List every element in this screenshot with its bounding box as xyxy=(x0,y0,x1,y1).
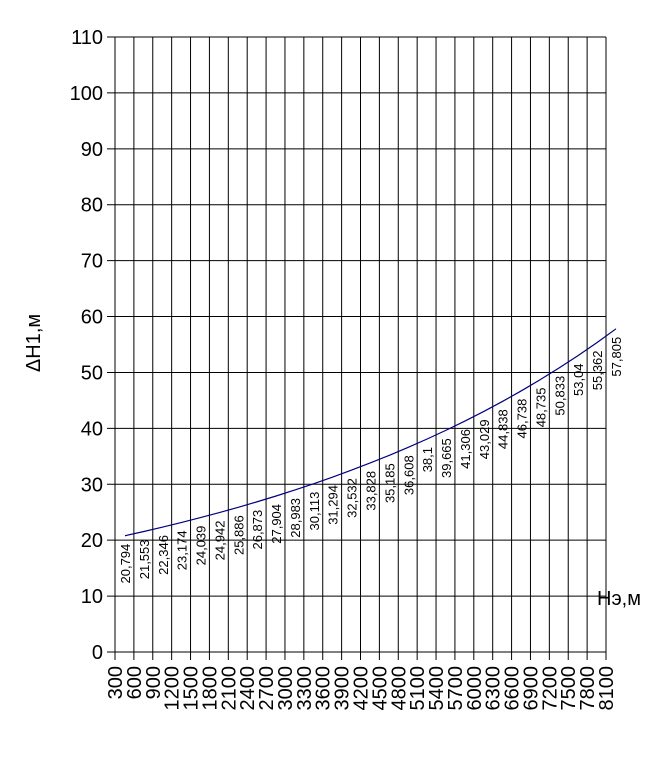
x-tick-label: 6900 xyxy=(520,666,542,711)
data-label: 53,04 xyxy=(571,363,586,396)
x-tick-label: 4200 xyxy=(351,666,373,711)
data-label: 23,174 xyxy=(175,530,190,570)
y-tick-label: 10 xyxy=(81,586,103,608)
data-label: 36,608 xyxy=(401,455,416,495)
y-tick-label: 50 xyxy=(81,362,103,384)
series-line xyxy=(124,328,617,537)
data-label: 24,942 xyxy=(212,521,227,561)
x-tick-label: 3900 xyxy=(332,666,354,711)
data-label: 24,039 xyxy=(194,526,209,566)
data-label: 44,838 xyxy=(496,409,511,449)
x-tick-label: 2400 xyxy=(237,666,259,711)
data-label: 30,113 xyxy=(307,492,322,531)
y-tick-label: 70 xyxy=(81,251,103,273)
y-tick-label: 60 xyxy=(81,307,103,329)
x-tick-label: 4800 xyxy=(388,666,410,711)
y-tick-label: 80 xyxy=(81,195,103,217)
x-tick-label: 300 xyxy=(105,666,127,699)
x-tick-label: 6000 xyxy=(464,666,486,711)
data-label: 35,185 xyxy=(382,463,397,503)
y-tick-label: 30 xyxy=(81,474,103,496)
data-label: 48,735 xyxy=(533,388,548,428)
x-tick-label: 1500 xyxy=(181,666,203,711)
data-label: 28,983 xyxy=(288,498,303,538)
data-label: 32,532 xyxy=(345,478,360,518)
data-label: 38,1 xyxy=(420,447,435,472)
data-label: 21,553 xyxy=(137,539,152,579)
x-tick-label: 7200 xyxy=(539,666,561,711)
data-label: 43,029 xyxy=(477,419,492,459)
data-label: 41,306 xyxy=(458,429,473,469)
x-tick-label: 3000 xyxy=(275,666,297,711)
x-tick-label: 2100 xyxy=(218,666,240,711)
y-axis-label: ΔH1,м xyxy=(23,314,45,372)
x-tick-label: 600 xyxy=(124,666,146,699)
data-label: 20,794 xyxy=(118,544,133,584)
x-axis-label: Нэ,м xyxy=(597,588,641,610)
x-tick-label: 7500 xyxy=(558,666,580,711)
x-tick-label: 6300 xyxy=(483,666,505,711)
x-tick-label: 3300 xyxy=(294,666,316,711)
data-label: 22,346 xyxy=(156,535,171,575)
x-tick-label: 7800 xyxy=(577,666,599,711)
y-tick-labels: 0 10 20 30 40 50 60 70 80 90 100 110 xyxy=(70,27,103,664)
x-tick-label: 1800 xyxy=(199,666,221,711)
data-labels: 20,794 21,553 22,346 23,174 24,039 24,942 25,8… xyxy=(118,337,624,584)
x-tick-label: 4500 xyxy=(369,666,391,711)
data-label: 57,805 xyxy=(609,337,624,377)
x-tick-label: 900 xyxy=(143,666,165,699)
y-tick-label: 110 xyxy=(71,27,103,49)
data-label: 26,873 xyxy=(250,510,265,550)
x-tick-label: 3600 xyxy=(313,666,335,711)
data-label: 46,738 xyxy=(515,399,530,439)
y-tick-label: 0 xyxy=(92,642,103,664)
data-label: 55,362 xyxy=(590,350,605,390)
x-tick-label: 5100 xyxy=(407,666,429,711)
y-tick-label: 90 xyxy=(81,139,103,161)
data-label: 33,828 xyxy=(364,471,379,511)
x-tick-label: 2700 xyxy=(256,666,278,711)
data-label: 31,294 xyxy=(326,485,341,525)
data-label: 50,833 xyxy=(552,376,567,416)
data-label: 27,904 xyxy=(269,504,284,544)
y-tick-label: 20 xyxy=(81,530,103,552)
data-label: 25,886 xyxy=(231,515,246,555)
y-tick-label: 100 xyxy=(70,83,103,105)
y-tick-label: 40 xyxy=(81,418,103,440)
data-label: 39,665 xyxy=(439,438,454,478)
x-tick-label: 6600 xyxy=(502,666,524,711)
x-tick-label: 1200 xyxy=(162,666,184,711)
x-tick-label: 5400 xyxy=(426,666,448,711)
grid xyxy=(107,36,607,660)
x-tick-label: 8100 xyxy=(596,666,618,711)
x-tick-label: 5700 xyxy=(445,666,467,711)
x-tick-labels: 3006009001200150018002100240027003000330… xyxy=(105,666,618,711)
